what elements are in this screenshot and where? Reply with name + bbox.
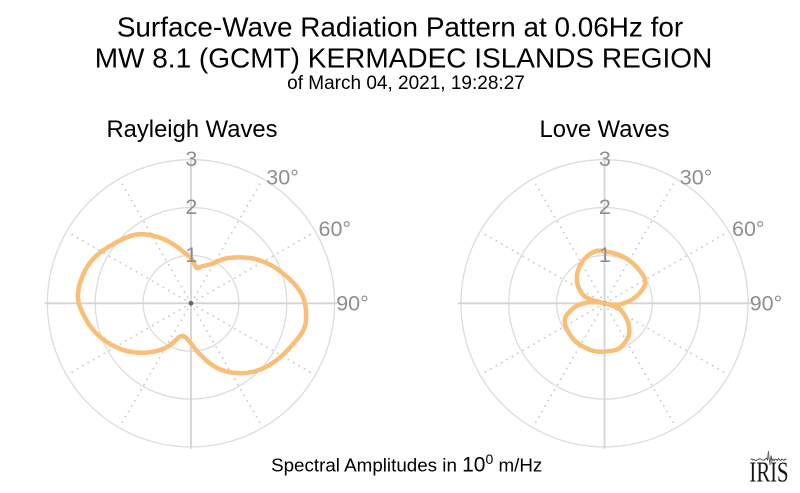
svg-text:Surface-Wave Radiation Pattern: Surface-Wave Radiation Pattern at 0.06Hz… [117,11,683,42]
svg-text:3: 3 [599,147,611,171]
svg-text:1: 1 [599,243,611,267]
svg-text:3: 3 [185,147,197,171]
svg-text:2: 2 [599,195,611,219]
svg-text:2: 2 [185,195,197,219]
svg-text:MW 8.1 (GCMT) KERMADEC ISLANDS: MW 8.1 (GCMT) KERMADEC ISLANDS REGION [95,43,713,74]
svg-text:of March 04, 2021, 19:28:27: of March 04, 2021, 19:28:27 [287,73,525,94]
svg-text:30°: 30° [680,166,713,190]
svg-text:90°: 90° [336,291,369,315]
svg-text:Love Waves: Love Waves [539,116,669,143]
svg-text:90°: 90° [750,291,783,315]
svg-text:60°: 60° [319,217,352,241]
svg-text:1: 1 [185,243,197,267]
svg-text:Spectral Amplitudes in 100 m/H: Spectral Amplitudes in 100 m/Hz [271,451,542,477]
svg-text:IRIS: IRIS [749,458,788,489]
svg-text:30°: 30° [266,166,299,190]
svg-text:60°: 60° [732,217,765,241]
svg-text:Rayleigh Waves: Rayleigh Waves [106,116,277,143]
